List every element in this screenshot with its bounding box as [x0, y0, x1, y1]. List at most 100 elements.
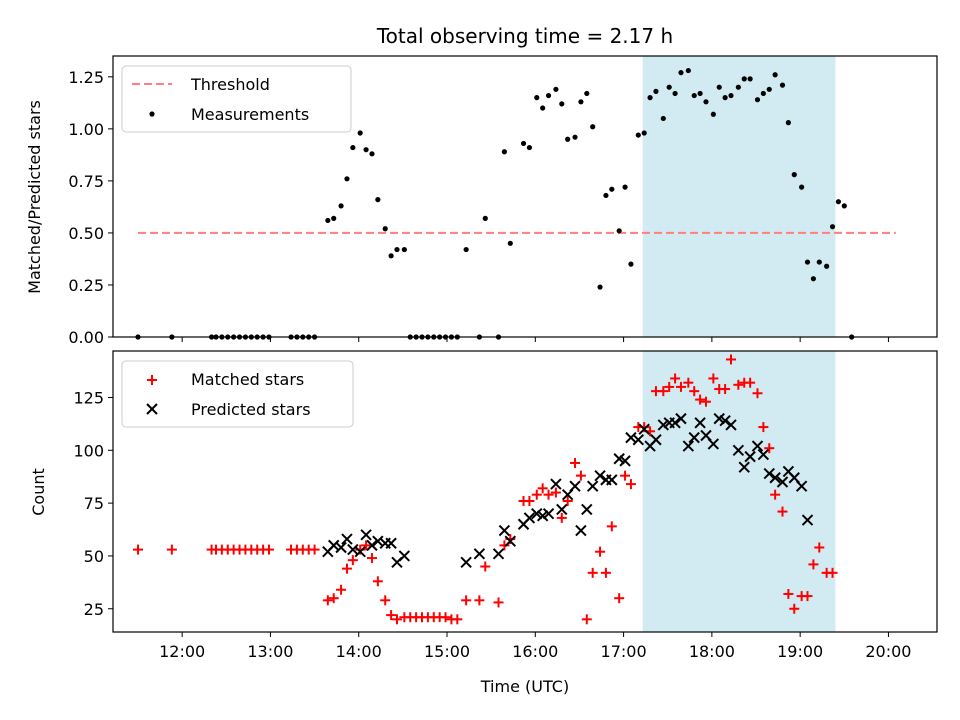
predicted-star-marker [795, 480, 808, 492]
matched-star-marker [726, 354, 736, 365]
measurement-point [331, 215, 337, 221]
measurement-point [824, 263, 830, 269]
predicted-star-marker [556, 503, 568, 516]
measurement-point [697, 90, 703, 97]
predicted-star-marker [606, 474, 618, 486]
x-tick-label: 14:00 [336, 642, 382, 661]
matched-star-marker [550, 487, 561, 498]
measurement-point [534, 95, 540, 101]
predicted-star-marker [586, 480, 599, 492]
matched-star-points [133, 354, 838, 625]
matched-star-marker [386, 610, 397, 621]
matched-star-marker [341, 563, 352, 574]
matched-star-marker [309, 544, 320, 555]
predicted-star-marker [542, 507, 555, 520]
measurement-point [635, 132, 641, 138]
measurement-point [728, 92, 734, 99]
top-legend: Threshold Measurements [121, 65, 352, 133]
matched-star-marker [700, 396, 711, 407]
top-shaded-region [642, 56, 836, 337]
legend-matched-swatch [147, 375, 157, 385]
predicted-star-marker [719, 415, 731, 427]
measurement-point [401, 246, 407, 253]
measurement-point [841, 203, 847, 209]
matched-star-marker [814, 542, 825, 553]
measurement-point [559, 101, 565, 107]
top-panel: Total observing time = 2.17 h 0.000.250.… [25, 24, 938, 347]
measurement-point [810, 276, 817, 282]
predicted-star-marker [688, 431, 700, 444]
matched-star-marker [452, 614, 463, 625]
y-tick-label: 50 [84, 547, 104, 566]
matched-star-marker [366, 553, 377, 564]
y-tick-label: 1.25 [68, 68, 104, 87]
y-tick-label: 0.25 [68, 276, 104, 295]
predicted-star-marker [675, 412, 687, 425]
matched-star-marker [133, 544, 144, 555]
matched-star-marker [587, 567, 598, 578]
matched-star-marker [562, 496, 573, 507]
predicted-star-marker [801, 514, 814, 526]
matched-star-marker [263, 544, 274, 555]
matched-star-marker [658, 386, 669, 397]
matched-star-marker [625, 479, 636, 490]
measurement-point [350, 144, 356, 151]
measurement-point [641, 130, 647, 136]
measurement-point [678, 70, 684, 76]
bottom-axes-frame [112, 350, 938, 633]
bottom-panel: 25 50 75 100 125 12:00 13:00 14:00 15:00 16:00 17… [29, 350, 938, 696]
chart-title: Total observing time = 2.17 h [376, 24, 673, 48]
matched-star-marker [166, 544, 177, 555]
measurement-point [804, 259, 811, 265]
bottom-y-axis-label: Count [29, 468, 48, 516]
x-tick-label: 19:00 [777, 642, 823, 661]
measurement-point [628, 261, 634, 267]
y-tick-label: 0.75 [68, 172, 104, 191]
measurement-point [666, 84, 672, 90]
predicted-star-marker [707, 438, 720, 450]
matched-star-marker [789, 603, 800, 614]
predicted-star-marker [341, 533, 353, 545]
matched-star-marker [461, 595, 472, 606]
predicted-star-marker [732, 444, 745, 457]
predicted-star-marker [594, 469, 606, 482]
predicted-star-marker [738, 461, 750, 473]
legend-predicted-swatch [146, 403, 158, 415]
x-tick-label: 17:00 [601, 642, 647, 661]
measurement-point [540, 105, 546, 111]
measurement-point [394, 246, 400, 253]
matched-star-marker [777, 506, 788, 517]
measurement-point [545, 92, 552, 99]
measurement-point [722, 95, 728, 101]
x-tick-label: 15:00 [424, 642, 470, 661]
measurement-point [325, 217, 331, 224]
measurement-point [685, 67, 691, 74]
measurement-point [779, 82, 786, 88]
measurement-point [344, 176, 350, 182]
y-tick-label: 125 [73, 388, 104, 407]
measurement-point [578, 99, 584, 105]
predicted-star-marker [504, 535, 516, 547]
predicted-star-marker [360, 529, 372, 541]
predicted-star-marker [550, 478, 562, 490]
measurement-point [647, 95, 653, 101]
matched-star-marker [708, 373, 719, 384]
x-tick-label: 18:00 [689, 642, 735, 661]
matched-star-marker [556, 512, 567, 523]
matched-star-marker [808, 559, 819, 570]
predicted-star-marker [328, 539, 340, 552]
measurement-point [754, 97, 761, 103]
matched-star-marker [595, 546, 606, 557]
legend-matched-label: Matched stars [191, 370, 304, 389]
matched-star-marker [600, 567, 611, 578]
top-legend-box [121, 65, 352, 133]
matched-star-marker [322, 595, 333, 606]
predicted-star-marker [669, 417, 681, 429]
top-y-ticks: 0.00 0.25 0.50 0.75 1.00 1.25 [68, 68, 113, 347]
x-axis-label: Time (UTC) [480, 677, 569, 696]
measurement-point [553, 86, 559, 92]
top-x-ticks [181, 337, 889, 342]
matched-star-marker [675, 381, 686, 392]
measurement-point [766, 86, 772, 92]
measurement-point [597, 284, 603, 290]
